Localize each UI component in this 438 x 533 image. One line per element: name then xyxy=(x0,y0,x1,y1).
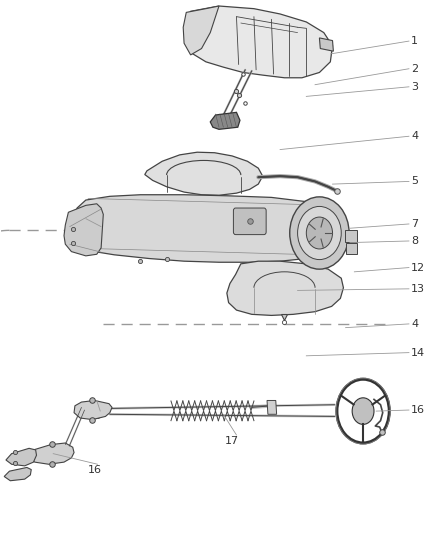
Circle shape xyxy=(297,206,341,260)
Text: 7: 7 xyxy=(411,219,418,229)
Text: 5: 5 xyxy=(411,176,418,187)
Circle shape xyxy=(352,398,374,424)
Text: 16: 16 xyxy=(411,405,425,415)
Text: 4: 4 xyxy=(411,131,418,141)
Polygon shape xyxy=(210,112,240,130)
FancyBboxPatch shape xyxy=(346,243,357,254)
Polygon shape xyxy=(6,448,36,466)
Text: 1: 1 xyxy=(411,36,418,46)
Polygon shape xyxy=(64,204,103,256)
Polygon shape xyxy=(267,400,277,414)
Polygon shape xyxy=(4,467,31,481)
Polygon shape xyxy=(27,443,74,464)
Text: 12: 12 xyxy=(411,263,425,272)
FancyBboxPatch shape xyxy=(345,230,357,242)
Circle shape xyxy=(306,217,332,249)
Text: 6: 6 xyxy=(74,230,81,240)
Text: 8: 8 xyxy=(411,236,418,246)
Polygon shape xyxy=(145,152,263,195)
Text: 14: 14 xyxy=(411,348,425,358)
FancyBboxPatch shape xyxy=(233,208,266,235)
Text: 13: 13 xyxy=(411,284,425,294)
Polygon shape xyxy=(319,38,333,51)
Text: 16: 16 xyxy=(88,465,102,474)
Circle shape xyxy=(290,197,349,269)
Polygon shape xyxy=(74,400,112,419)
Polygon shape xyxy=(186,6,332,78)
Text: 18: 18 xyxy=(88,411,102,422)
Text: 17: 17 xyxy=(225,436,239,446)
Text: 4: 4 xyxy=(411,319,418,329)
Polygon shape xyxy=(183,6,219,55)
Text: 3: 3 xyxy=(411,82,418,92)
Polygon shape xyxy=(71,195,341,262)
Polygon shape xyxy=(227,261,343,316)
Text: 2: 2 xyxy=(411,64,418,74)
